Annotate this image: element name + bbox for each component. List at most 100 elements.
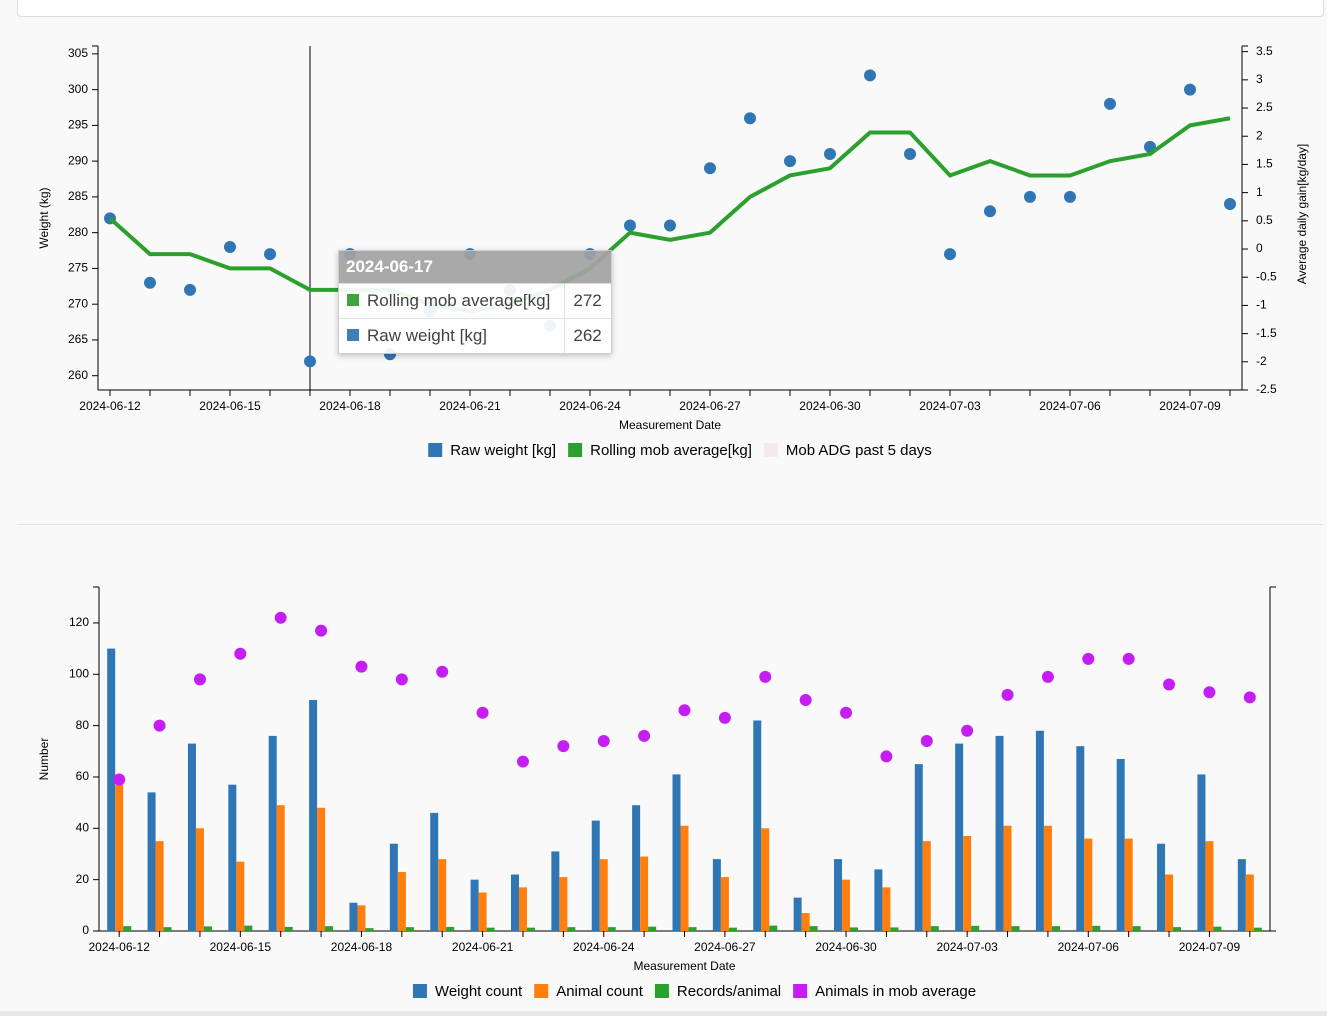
bar [478,892,487,931]
bar [446,926,455,931]
bar [607,927,616,931]
point [678,704,691,717]
legend-swatch [534,984,549,998]
tooltip-swatch [347,294,359,306]
x-tick-label: 2024-07-06 [1039,399,1101,413]
bar [486,927,495,931]
bar [809,926,818,931]
y-tick-label: 275 [68,261,88,275]
bar [115,784,124,931]
bar [672,774,681,931]
bar [1051,926,1060,931]
point [436,665,449,678]
point [1104,97,1116,110]
bar [850,927,859,931]
bar [1237,859,1246,931]
bar [147,792,156,931]
y-tick-label: 80 [76,718,90,732]
bar [526,927,535,931]
x-tick-label: 2024-06-24 [559,399,621,413]
bar [155,841,164,931]
bar [163,927,172,931]
bar [890,927,899,931]
point [274,611,287,624]
bar [1043,825,1052,931]
bar [712,859,721,931]
point [1024,190,1036,203]
tooltip: 2024-06-17 Rolling mob average[kg] 272 Raw… [338,250,612,354]
bar [801,913,810,931]
y2-tick-label: -2 [1256,354,1267,368]
y-tick-label: 300 [68,82,88,96]
bar [195,828,204,931]
top-card [17,0,1324,17]
point [864,69,876,82]
point [984,205,996,218]
y2-tick-label: 3.5 [1256,44,1273,58]
point [557,740,570,753]
bar [640,856,649,931]
bar [842,879,851,931]
y2-tick-label: 1 [1256,185,1263,199]
tooltip-row: Rolling mob average[kg] 272 [339,283,611,319]
x-tick-label: 2024-06-12 [88,940,150,954]
series-line [108,116,1231,314]
y-tick-label: 295 [68,118,88,132]
point [624,219,636,232]
point [597,735,610,748]
bar [357,905,366,931]
tooltip-label: Raw weight [kg] [367,326,487,345]
bar [1205,841,1214,931]
y-tick-label: 260 [68,368,88,382]
bar [1197,774,1206,931]
bar [236,861,245,931]
point [1064,190,1076,203]
bar [1011,926,1020,931]
bar [559,877,568,931]
bar [309,699,318,931]
bar [728,927,737,931]
legend-label: Raw weight [kg] [450,442,556,459]
bar [922,841,931,931]
separator [17,524,1323,525]
x-tick-label: 2024-06-12 [79,399,141,413]
bar [228,784,237,931]
x-tick-label: 2024-07-03 [919,399,981,413]
point [1203,686,1216,699]
point [516,755,529,768]
legend-swatch [568,443,583,457]
bar [688,927,697,931]
point [880,750,893,763]
y-tick-label: 265 [68,332,88,346]
y2-tick-label: -0.5 [1256,269,1277,283]
y-tick-label: 120 [69,615,89,629]
bar [284,926,293,931]
y2-tick-label: 2 [1256,128,1263,142]
bar [882,887,891,931]
y2-tick-label: 0.5 [1256,213,1273,227]
point [234,647,247,660]
point [476,706,489,719]
y-axis-title: Weight (kg) [37,187,51,248]
bar [389,843,398,931]
bar [632,805,641,931]
x-tick-label: 2024-06-27 [679,399,741,413]
bar [397,871,406,931]
y2-tick-label: 0 [1256,241,1263,255]
bar [599,859,608,931]
tooltip-label: Rolling mob average[kg] [367,291,551,310]
x-tick-label: 2024-07-09 [1159,399,1221,413]
point [395,673,408,686]
point [184,283,196,296]
y-tick-label: 290 [68,153,88,167]
tooltip-value: 272 [564,283,611,319]
point [904,147,916,160]
y-axis-title: Number [37,738,51,781]
y-tick-label: 285 [68,189,88,203]
bar [187,743,196,931]
point [824,147,836,160]
bar [551,851,560,931]
point [1163,678,1176,691]
